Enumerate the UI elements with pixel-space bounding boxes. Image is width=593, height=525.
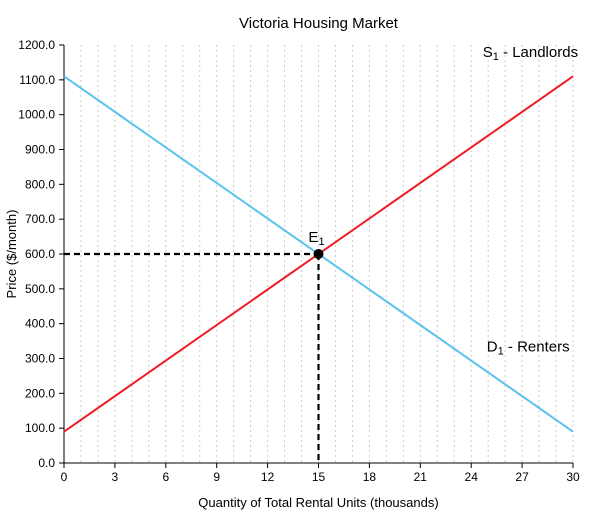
x-tick-label: 15 <box>312 470 326 484</box>
x-tick-label: 6 <box>162 470 169 484</box>
x-tick-label: 9 <box>213 470 220 484</box>
y-tick-label: 1100.0 <box>19 73 55 87</box>
y-axis-label: Price ($/month) <box>4 210 19 299</box>
x-tick-label: 3 <box>112 470 119 484</box>
y-tick-label: 600.0 <box>25 247 55 261</box>
x-tick-label: 18 <box>363 470 377 484</box>
chart-container: 0369121518212427300.0100.0200.0300.0400.… <box>0 0 593 525</box>
x-axis-label: Quantity of Total Rental Units (thousand… <box>198 495 438 510</box>
y-tick-label: 500.0 <box>25 282 55 296</box>
y-tick-label: 900.0 <box>25 143 55 157</box>
x-tick-label: 24 <box>465 470 479 484</box>
y-tick-label: 300.0 <box>25 352 55 366</box>
y-tick-label: 0.0 <box>38 456 55 470</box>
y-tick-label: 400.0 <box>25 317 55 331</box>
supply-demand-chart: 0369121518212427300.0100.0200.0300.0400.… <box>0 0 593 525</box>
y-tick-label: 800.0 <box>25 177 55 191</box>
x-tick-label: 30 <box>566 470 580 484</box>
x-tick-label: 0 <box>61 470 68 484</box>
y-tick-label: 200.0 <box>25 386 55 400</box>
y-tick-label: 700.0 <box>25 212 55 226</box>
y-tick-label: 1000.0 <box>18 108 55 122</box>
x-tick-label: 21 <box>414 470 428 484</box>
x-tick-label: 27 <box>515 470 529 484</box>
chart-title: Victoria Housing Market <box>239 15 399 32</box>
equilibrium-point <box>314 249 324 259</box>
x-tick-label: 12 <box>261 470 275 484</box>
y-tick-label: 100.0 <box>25 421 55 435</box>
y-tick-label: 1200.0 <box>18 38 55 52</box>
